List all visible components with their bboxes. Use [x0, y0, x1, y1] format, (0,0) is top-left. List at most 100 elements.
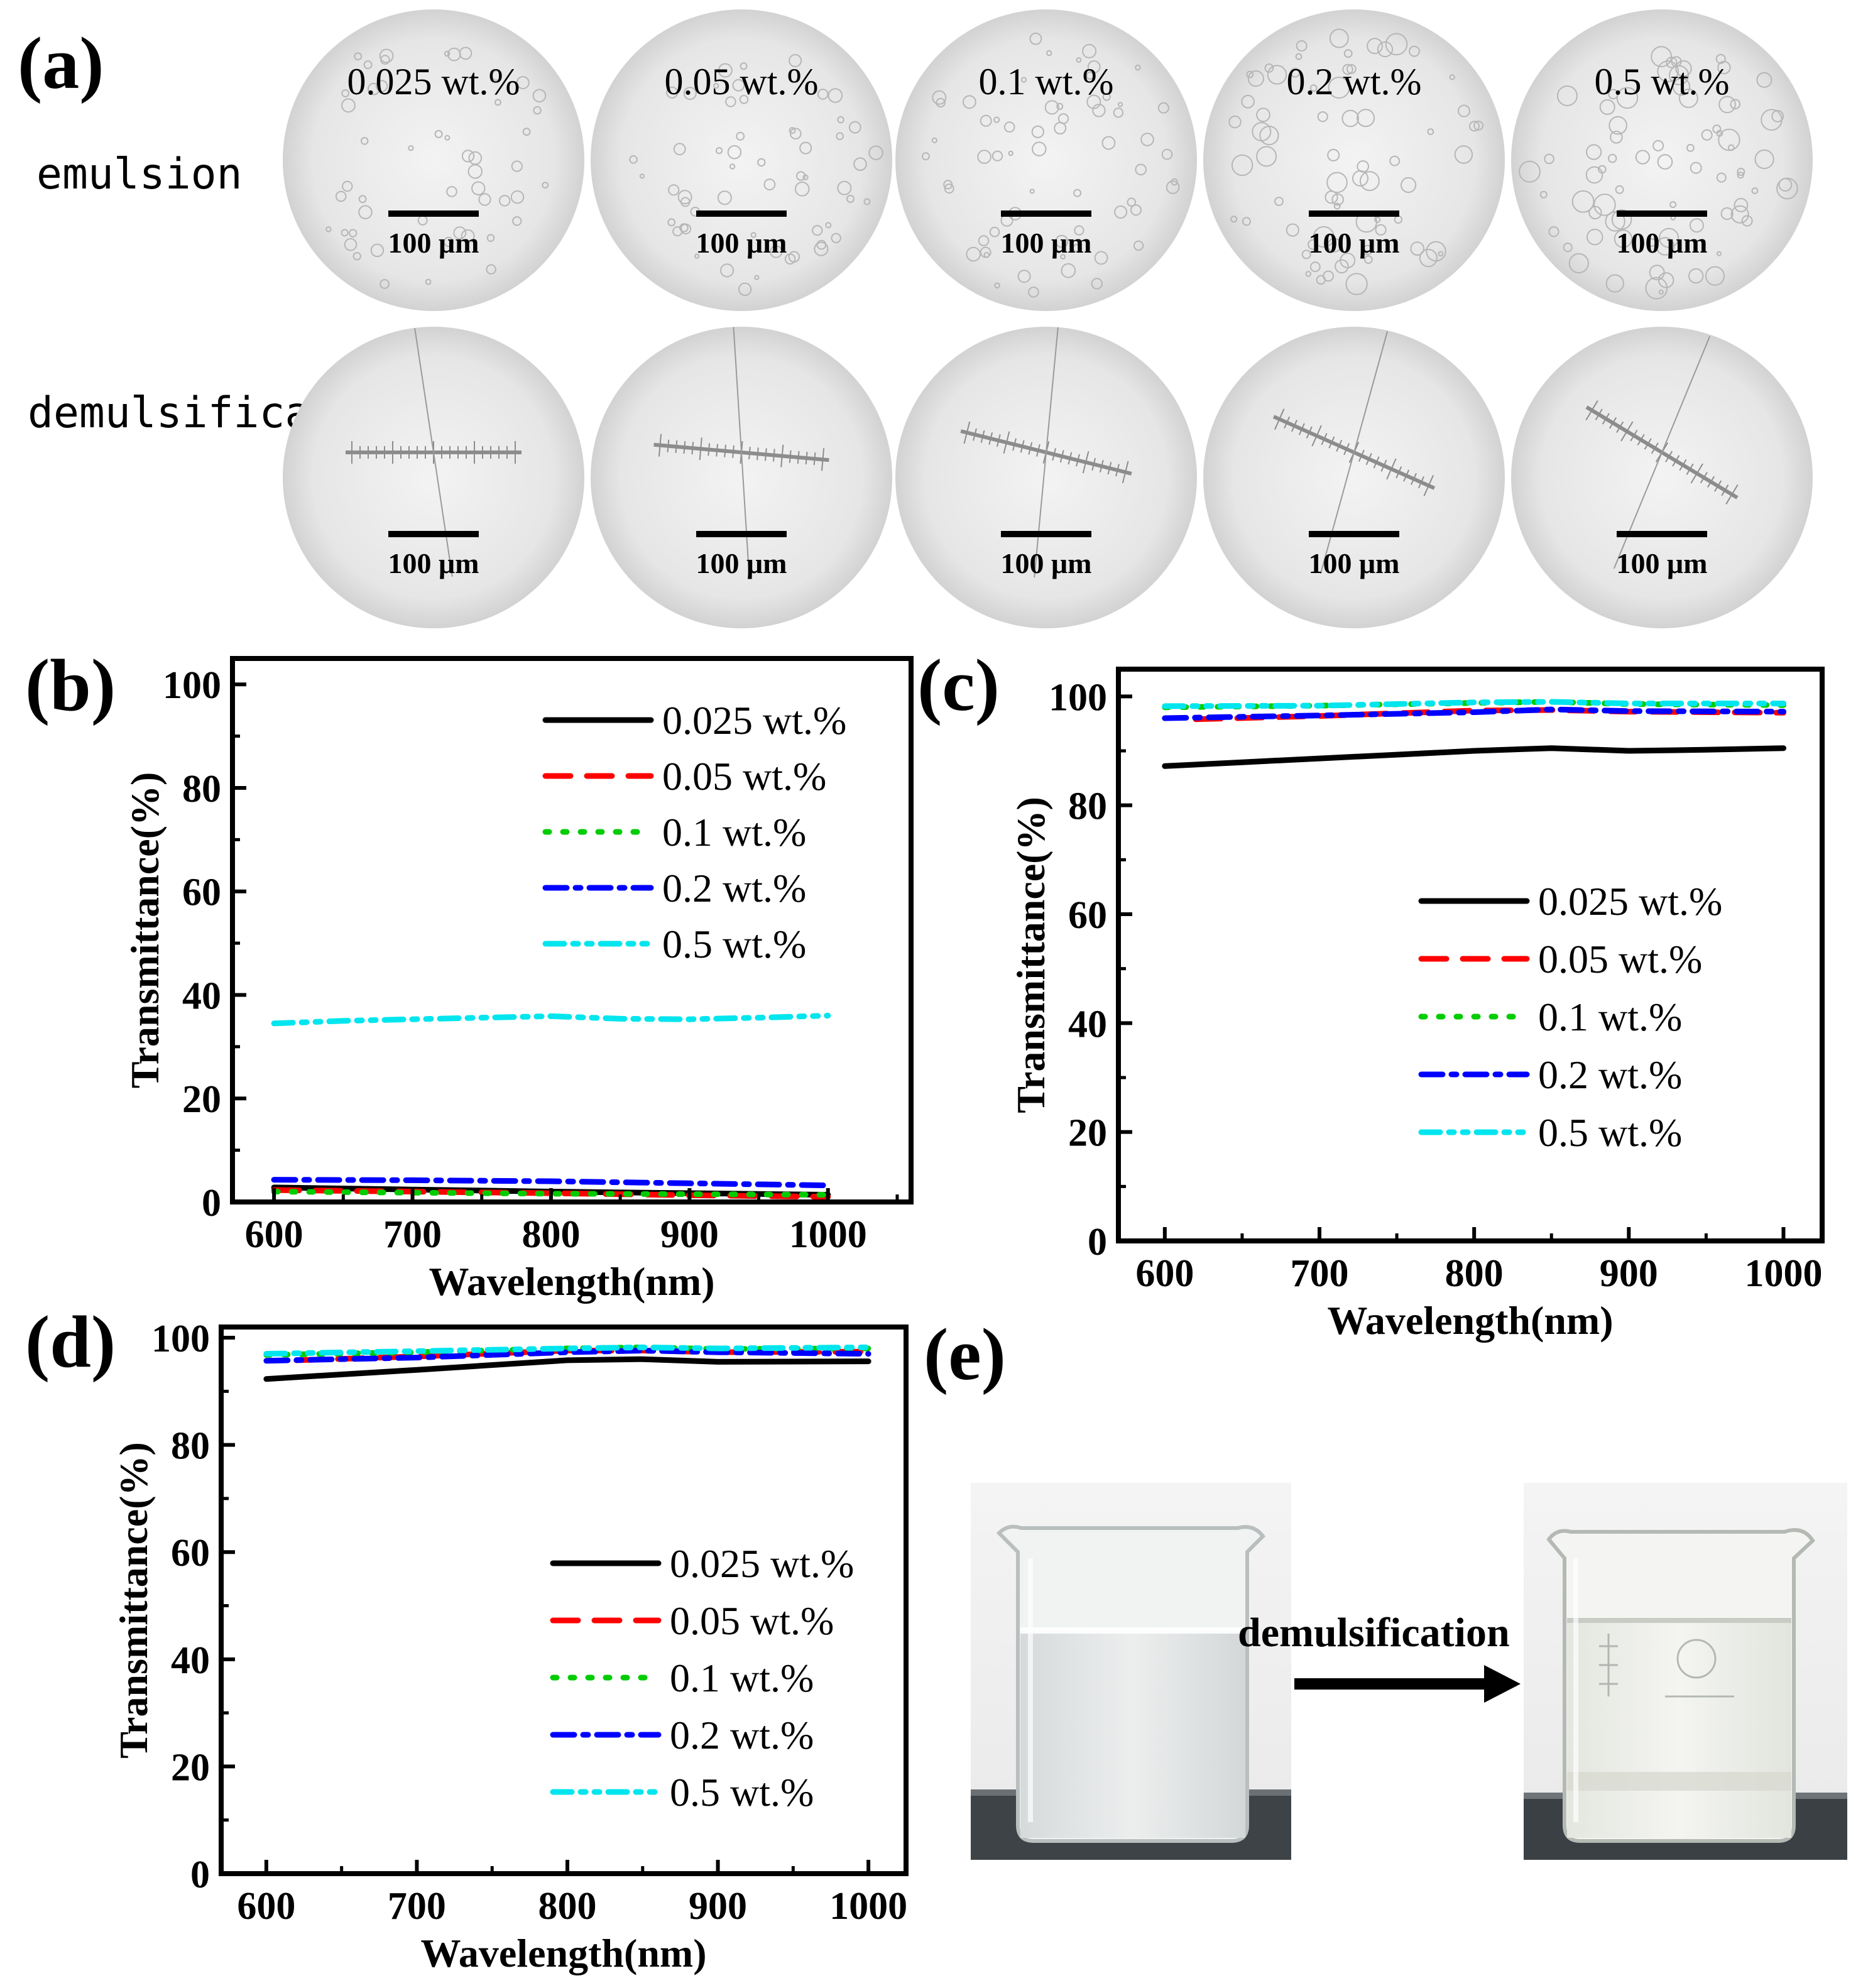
droplet	[511, 160, 523, 172]
droplet	[994, 282, 1000, 289]
y-axis-title: Transmittance(%)	[123, 772, 167, 1089]
reticle-tick	[1672, 455, 1680, 467]
droplet	[1046, 50, 1052, 57]
droplet	[533, 106, 542, 115]
y-tick-label: 100	[1049, 676, 1107, 719]
y-tick-label: 100	[151, 1318, 210, 1360]
droplet	[1133, 240, 1144, 251]
droplet	[1357, 109, 1375, 128]
micrograph-disc	[1203, 9, 1505, 311]
reticle-tick	[1343, 443, 1350, 456]
droplet	[1256, 146, 1277, 167]
droplet	[757, 158, 766, 167]
droplet	[1327, 148, 1340, 161]
droplet	[789, 127, 796, 134]
droplet	[629, 155, 638, 164]
droplet	[1598, 165, 1607, 174]
droplet	[354, 52, 363, 61]
reticle-tick	[724, 444, 726, 457]
droplet	[1652, 139, 1664, 151]
droplet	[1352, 170, 1368, 187]
droplet	[725, 96, 736, 107]
y-tick-label: 20	[1068, 1112, 1107, 1155]
droplet	[1728, 144, 1735, 151]
panel-e-label: (e)	[924, 1313, 1006, 1395]
droplet	[966, 246, 981, 262]
droplet	[1659, 227, 1680, 248]
micrograph-disc	[1203, 327, 1505, 628]
droplet	[677, 190, 692, 205]
droplet	[739, 95, 749, 104]
droplet	[1360, 171, 1380, 192]
droplet	[1157, 102, 1169, 114]
series-line-1	[263, 1356, 871, 1382]
droplet	[827, 88, 843, 103]
droplet	[788, 251, 800, 263]
scale-bar-label: 100 μm	[1309, 547, 1400, 579]
droplet	[1675, 60, 1692, 77]
panel-c-chart: (c) 600 700 800 900 1000 0 20 40 60 80 100 Wavelengt…	[917, 644, 1825, 1343]
series-line-5	[1162, 699, 1786, 709]
droplet	[1737, 172, 1744, 179]
reticle-tick	[789, 450, 792, 463]
reticle-tick	[988, 432, 993, 445]
micrograph-disc	[283, 9, 584, 311]
droplet	[1616, 87, 1639, 109]
reticle-tick	[707, 443, 711, 456]
micrograph-demulsification-4: 100 μm	[1203, 327, 1505, 628]
droplet	[963, 95, 976, 109]
droplet	[1563, 243, 1573, 253]
droplet	[667, 218, 676, 227]
reticle-tick	[1700, 472, 1708, 484]
droplet	[1017, 270, 1031, 283]
x-tick-label: 800	[522, 1213, 580, 1256]
droplet	[1712, 124, 1722, 134]
beaker-photo-demulsified	[1524, 1483, 1847, 1860]
reticle-tick	[1609, 417, 1617, 429]
droplet	[836, 132, 844, 140]
droplet	[1073, 188, 1082, 197]
droplet	[720, 263, 735, 278]
x-tick-label: 1000	[1744, 1252, 1822, 1295]
legend-label-5: 0.5 wt.%	[1538, 1110, 1682, 1155]
droplet	[1325, 190, 1338, 204]
droplet	[837, 180, 852, 195]
panel-a: (a) emulsion demulsification 0.025 wt.%1…	[18, 9, 1813, 628]
droplet	[794, 182, 810, 197]
reticle-tick	[764, 448, 767, 461]
droplet	[1716, 251, 1722, 256]
droplet	[1274, 197, 1284, 206]
micrograph-disc	[895, 327, 1197, 628]
reticle-tick	[1585, 400, 1598, 420]
droplet	[1331, 193, 1344, 206]
droplet	[1256, 107, 1270, 123]
reticle-tick	[1003, 431, 1010, 454]
reticle-tick	[1602, 413, 1610, 425]
reticle-tick	[1328, 436, 1335, 449]
droplet	[1635, 150, 1650, 165]
series-line-4	[271, 1177, 831, 1189]
droplet	[1054, 122, 1067, 134]
x-tick-label: 600	[245, 1213, 303, 1256]
micrograph-emulsion-1: 0.025 wt.% 100 μm	[283, 9, 584, 311]
droplet	[989, 226, 1000, 238]
demulsification-arrow-label: demulsification	[1238, 1610, 1510, 1656]
droplet	[715, 147, 723, 155]
droplet	[978, 235, 990, 246]
droplet	[486, 234, 495, 243]
series-line-4	[263, 1348, 871, 1364]
droplet	[931, 137, 938, 143]
droplet	[1377, 41, 1394, 58]
reticle-tick	[1403, 469, 1410, 482]
panel-label: (c)	[917, 644, 1000, 726]
droplet	[639, 173, 645, 179]
reticle-tick	[1052, 448, 1057, 461]
droplet	[727, 145, 742, 160]
reticle-tick	[1630, 430, 1638, 442]
reticle-tick	[1306, 426, 1313, 439]
droplet	[816, 239, 827, 250]
reticle-tick	[772, 449, 775, 462]
reticle-crossline	[1613, 336, 1711, 569]
droplet	[1055, 234, 1069, 248]
reticle-tick	[1059, 450, 1064, 463]
